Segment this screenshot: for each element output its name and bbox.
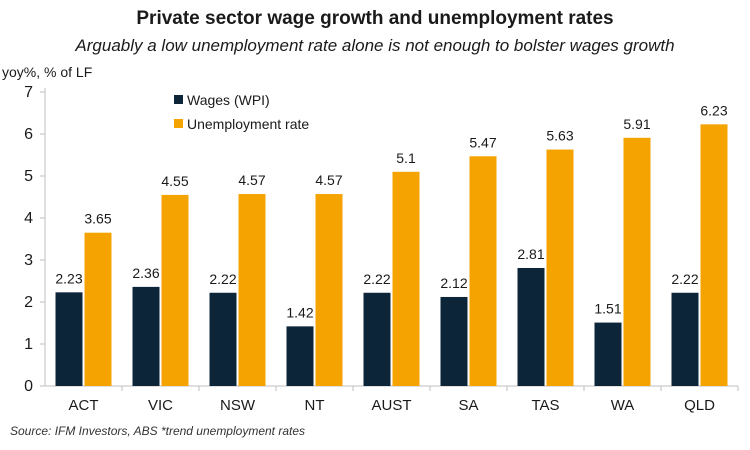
legend-label-unemployment: Unemployment rate (187, 116, 309, 132)
x-tick-label: WA (611, 397, 635, 414)
unemployment-bar (469, 156, 497, 386)
unemployment-bar (546, 149, 574, 386)
unemployment-bar (161, 194, 189, 386)
x-tick-label: ACT (69, 397, 99, 414)
unemployment-bar (315, 194, 343, 386)
wages-bar (55, 292, 83, 386)
y-tick-label: 3 (24, 252, 33, 269)
wages-data-label: 2.22 (363, 271, 390, 287)
unemployment-data-label: 5.47 (469, 134, 496, 150)
y-tick-label: 2 (24, 294, 33, 311)
unemployment-bar (700, 124, 728, 386)
wages-bar (440, 296, 468, 386)
legend-swatch-wages (174, 95, 183, 104)
chart-subtitle: Arguably a low unemployment rate alone i… (75, 36, 675, 55)
y-tick-label: 5 (24, 168, 33, 185)
unemployment-data-label: 5.1 (396, 150, 416, 166)
unemployment-data-label: 4.57 (315, 172, 342, 188)
x-tick-label: NT (305, 397, 325, 414)
unemployment-bar (392, 171, 420, 386)
x-tick-label: NSW (220, 397, 256, 414)
x-tick-label: TAS (531, 397, 559, 414)
y-tick-label: 7 (24, 84, 33, 101)
unemployment-data-label: 5.91 (623, 116, 650, 132)
legend-label-wages: Wages (WPI) (187, 92, 270, 108)
unemployment-data-label: 4.57 (238, 172, 265, 188)
source-note: Source: IFM Investors, ABS *trend unempl… (10, 424, 306, 438)
y-tick-label: 6 (24, 126, 33, 143)
y-tick-label: 4 (24, 210, 33, 227)
wages-data-label: 1.51 (594, 301, 621, 317)
unemployment-data-label: 4.55 (161, 173, 188, 189)
wages-bar (209, 292, 237, 386)
wages-bar (671, 292, 699, 386)
x-tick-label: AUST (371, 397, 411, 414)
y-axis-label: yoy%, % of LF (2, 64, 93, 80)
unemployment-bar (238, 194, 266, 386)
wages-data-label: 2.22 (671, 271, 698, 287)
wages-data-label: 2.22 (209, 271, 236, 287)
wages-bar (594, 322, 622, 386)
wages-bar (132, 286, 160, 386)
unemployment-bar (623, 137, 651, 386)
y-tick-label: 1 (24, 336, 33, 353)
legend-swatch-unemployment (174, 119, 183, 128)
wages-data-label: 2.81 (517, 246, 544, 262)
wages-data-label: 1.42 (286, 304, 313, 320)
y-tick-label: 0 (24, 378, 33, 395)
x-tick-label: SA (458, 397, 478, 414)
wages-bar (363, 292, 391, 386)
unemployment-data-label: 5.63 (546, 128, 573, 144)
wages-data-label: 2.23 (55, 270, 82, 286)
unemployment-data-label: 6.23 (700, 102, 727, 118)
wages-data-label: 2.36 (132, 265, 159, 281)
wages-bar (286, 326, 314, 386)
unemployment-bar (84, 232, 112, 386)
unemployment-data-label: 3.65 (84, 211, 111, 227)
x-tick-label: VIC (148, 397, 173, 414)
x-tick-label: QLD (684, 397, 715, 414)
wages-data-label: 2.12 (440, 275, 467, 291)
wages-bar (517, 267, 545, 386)
chart-title: Private sector wage growth and unemploym… (136, 8, 614, 29)
